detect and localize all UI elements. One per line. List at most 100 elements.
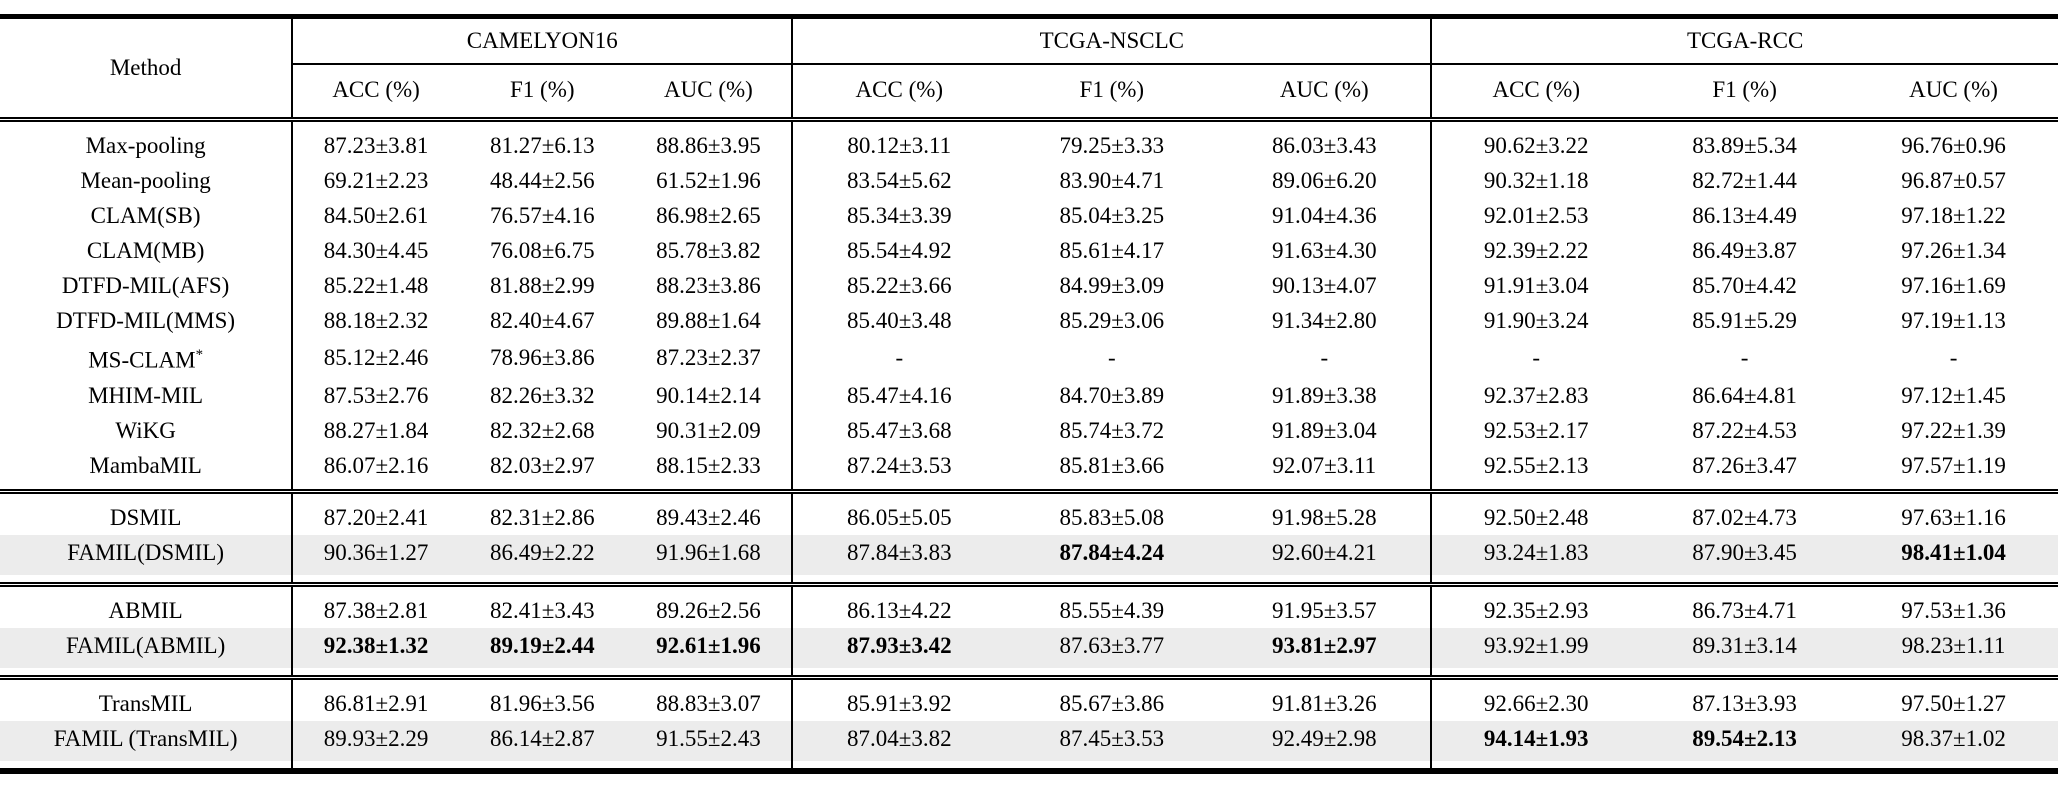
value-cell: 97.19±1.13 (1901, 308, 2006, 333)
method-cell: DTFD-MIL(MMS) (56, 308, 236, 333)
value-cell: 91.34±2.80 (1271, 308, 1377, 333)
section-divider-rule (0, 488, 2058, 494)
value-cell: 89.43±2.46 (656, 504, 761, 530)
method-cell: WiKG (115, 417, 176, 443)
value-cell: 86.49±2.22 (458, 534, 626, 583)
value-cell: 92.35±2.93 (1430, 585, 1641, 628)
value-cell: 97.50±1.27 (1901, 690, 2006, 716)
value-cell: 87.63±3.77 (1005, 627, 1219, 676)
table-row: WiKG 88.27±1.84 82.32±2.68 90.31±2.09 85.47±… (0, 412, 2058, 448)
value-cell: 92.53±2.17 (1430, 412, 1641, 448)
value-cell: 84.30±4.45 (291, 233, 459, 268)
value-cell: 85.22±3.66 (791, 268, 1006, 303)
value-cell: 91.89±3.04 (1271, 417, 1377, 443)
value-cell: 88.15±2.33 (656, 452, 761, 478)
value-cell: 86.64±4.81 (1692, 382, 1797, 408)
value-cell: - (1430, 338, 1641, 378)
value-cell: 89.06±6.20 (1271, 168, 1377, 193)
value-cell: 85.54±4.92 (791, 233, 1006, 268)
value-cell: 86.81±2.91 (291, 678, 459, 721)
header-divider-rule (0, 117, 2058, 122)
group-header-tcga-nsclc: TCGA-NSCLC (791, 16, 1432, 65)
value-cell: 85.47±4.16 (791, 377, 1006, 413)
value-cell: 85.34±3.39 (791, 198, 1006, 233)
value-cell: 97.16±1.69 (1901, 273, 2006, 298)
value-cell: 82.32±2.68 (489, 417, 595, 443)
value-cell: 83.54±5.62 (791, 163, 1006, 198)
value-cell: 92.55±2.13 (1430, 447, 1641, 490)
value-cell: 97.22±1.39 (1901, 417, 2006, 443)
value-cell: - (1949, 345, 1958, 371)
value-cell: 87.22±4.53 (1692, 417, 1797, 443)
section-divider-rule (0, 581, 2058, 587)
method-cell: Max-pooling (85, 133, 206, 158)
value-cell: 85.74±3.72 (1059, 417, 1165, 443)
value-cell: 87.02±4.73 (1692, 504, 1797, 530)
value-cell: 82.31±2.86 (489, 504, 595, 530)
value-cell: 92.01±2.53 (1430, 198, 1641, 233)
value-cell: 82.41±3.43 (489, 597, 595, 623)
value-cell: 93.92±1.99 (1430, 627, 1641, 676)
value-cell: 97.53±1.36 (1901, 597, 2006, 623)
value-cell: 87.38±2.81 (291, 585, 459, 628)
value-cell: 86.98±2.65 (656, 203, 761, 228)
method-cell: MambaMIL (89, 452, 202, 478)
value-cell: 90.31±2.09 (656, 417, 761, 443)
value-cell: 98.23±1.11 (1849, 627, 2058, 676)
value-cell: 86.07±2.16 (291, 447, 459, 490)
metric-header-row: ACC (%) F1 (%) AUC (%) ACC (%) F1 (%) AU… (0, 64, 2058, 118)
value-cell: 87.26±3.47 (1692, 452, 1797, 478)
value-cell: 84.99±3.09 (1059, 273, 1165, 298)
value-cell: 84.70±3.89 (1059, 382, 1165, 408)
value-cell: 85.47±3.68 (791, 412, 1006, 448)
col-header-nsclc-f1: F1 (%) (1079, 77, 1145, 102)
method-cell: DSMIL (109, 504, 182, 530)
col-header-nsclc-acc: ACC (%) (791, 64, 1006, 118)
value-cell: 93.81±2.97 (1218, 627, 1432, 676)
value-cell: 82.72±1.44 (1692, 168, 1797, 193)
value-cell: 89.31±3.14 (1640, 627, 1850, 676)
value-cell: 89.26±2.56 (656, 597, 761, 623)
value-cell: 85.67±3.86 (1059, 690, 1165, 716)
value-cell: 90.32±1.18 (1430, 163, 1641, 198)
value-cell: 92.61±1.96 (625, 627, 793, 676)
method-cell: FAMIL(ABMIL) (0, 627, 293, 676)
value-cell: 97.12±1.45 (1901, 382, 2006, 408)
value-cell: 97.18±1.22 (1901, 203, 2006, 228)
value-cell: 80.12±3.11 (791, 121, 1006, 163)
value-cell: 93.24±1.83 (1430, 534, 1641, 583)
value-cell: 78.96±3.86 (489, 345, 595, 371)
value-cell: 88.18±2.32 (291, 303, 459, 338)
section-divider-rule (0, 674, 2058, 680)
value-cell: 86.03±3.43 (1271, 133, 1377, 158)
value-cell: 81.27±6.13 (489, 133, 595, 158)
value-cell: 87.04±3.82 (791, 720, 1006, 771)
method-cell: Mean-pooling (80, 168, 211, 193)
value-cell: 87.13±3.93 (1692, 690, 1797, 716)
table-row: ABMIL 87.38±2.81 82.41±3.43 89.26±2.56 86.13… (0, 585, 2058, 628)
table-row: MHIM-MIL 87.53±2.76 82.26±3.32 90.14±2.14 85… (0, 377, 2058, 413)
value-cell: 84.50±2.61 (291, 198, 459, 233)
value-cell: 87.90±3.45 (1640, 534, 1850, 583)
value-cell: 92.39±2.22 (1430, 233, 1641, 268)
value-cell: 87.24±3.53 (791, 447, 1006, 490)
value-cell: 85.61±4.17 (1059, 238, 1165, 263)
value-cell: 85.55±4.39 (1059, 597, 1165, 623)
value-cell: 87.20±2.41 (291, 492, 459, 535)
value-cell: 97.63±1.16 (1901, 504, 2006, 530)
col-header-c16-f1: F1 (%) (510, 77, 575, 102)
value-cell: 96.87±0.57 (1901, 168, 2006, 193)
value-cell: 82.26±3.32 (489, 382, 595, 408)
value-cell: 83.90±4.71 (1059, 168, 1165, 193)
value-cell: 89.19±2.44 (458, 627, 626, 676)
value-cell: 91.90±3.24 (1430, 303, 1641, 338)
value-cell: 91.98±5.28 (1271, 504, 1377, 530)
value-cell: 82.40±4.67 (489, 308, 595, 333)
value-cell: 88.86±3.95 (656, 133, 761, 158)
value-cell: 90.14±2.14 (656, 382, 761, 408)
table-row: FAMIL(ABMIL) 92.38±1.32 89.19±2.44 92.61±1.… (0, 627, 2058, 676)
value-cell: 92.38±1.32 (291, 627, 459, 676)
value-cell: 85.78±3.82 (656, 238, 761, 263)
value-cell: 88.23±3.86 (656, 273, 761, 298)
